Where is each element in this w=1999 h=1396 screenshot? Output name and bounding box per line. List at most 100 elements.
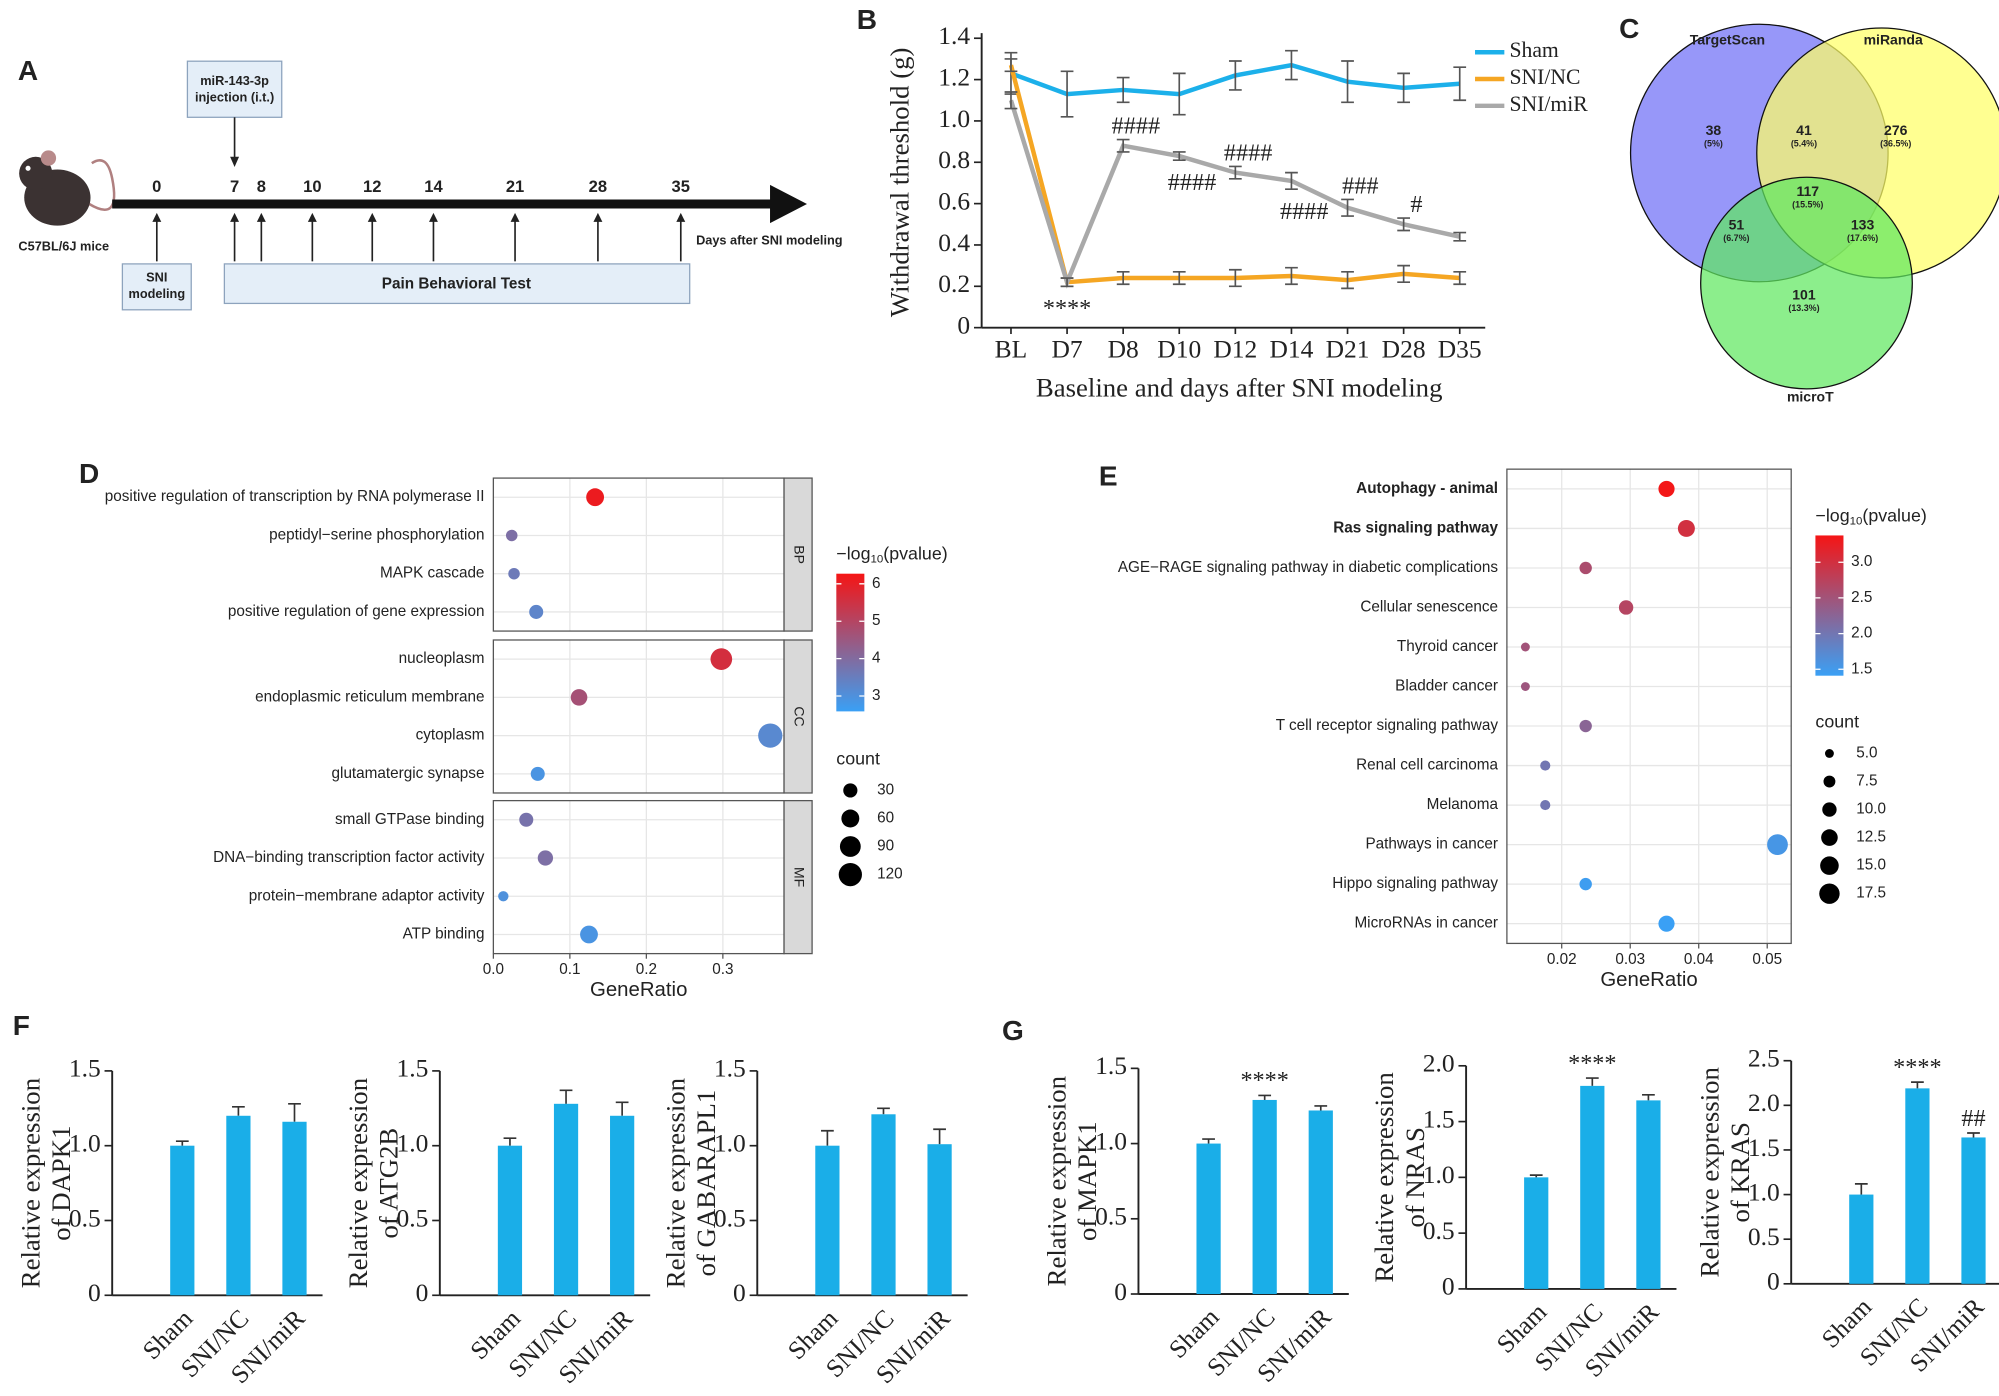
modeling-label: modeling (129, 286, 186, 301)
venn-percent: (5.4%) (1791, 138, 1817, 148)
size-key (1821, 829, 1838, 846)
color-bar (1815, 535, 1844, 676)
y-tick-label: 1.5 (714, 1054, 746, 1083)
dot (530, 766, 545, 781)
y-tick-label: 1.4 (938, 21, 970, 50)
y-axis-title: Relative expression (1042, 1076, 1072, 1286)
bar (282, 1121, 307, 1296)
y-tick-label: 0 (733, 1278, 746, 1307)
bar (871, 1114, 896, 1296)
error-bar (1397, 264, 1411, 283)
panel-label: C (1619, 13, 1639, 44)
term-label: cytoplasm (416, 727, 485, 744)
color-tick-label: 2.5 (1851, 589, 1872, 606)
color-legend-title-part: (pvalue) (883, 543, 947, 563)
y-axis-title: Relative expression (343, 1078, 373, 1288)
test-arrow-head (510, 212, 520, 222)
day-label: 21 (506, 177, 524, 196)
day-label: 8 (257, 177, 266, 196)
size-key-label: 5.0 (1856, 744, 1877, 761)
term-label: positive regulation of transcription by … (105, 488, 485, 505)
bar (1252, 1099, 1277, 1295)
error-bar (1911, 1081, 1924, 1089)
color-legend-title-part: −log (1815, 505, 1849, 525)
y-axis-title: Relative expression (660, 1078, 690, 1288)
color-tick-label: 3.0 (1851, 553, 1872, 570)
x-tick-label: 0.02 (1547, 951, 1577, 968)
facet-strip (783, 639, 813, 794)
error-bar (1228, 268, 1242, 288)
y-tick-label: 0.2 (938, 269, 970, 298)
term-label: Cellular senescence (1360, 599, 1498, 616)
mouse-illustration (19, 150, 116, 226)
venn-set-label: miRanda (1864, 31, 1923, 47)
dot (1520, 642, 1530, 652)
test-arrow-head (367, 212, 377, 222)
y-tick-label: 1.5 (1095, 1051, 1127, 1080)
venn-percent: (13.3%) (1788, 303, 1819, 313)
dot (1658, 915, 1675, 932)
x-tick-label: D12 (1213, 335, 1257, 364)
dot (1618, 600, 1634, 615)
x-tick-label: D14 (1270, 335, 1314, 364)
dot (529, 604, 544, 619)
x-tick-label: 0.3 (712, 961, 733, 978)
significance-label: #### (1112, 113, 1160, 140)
y-axis-title: of NRAS (1400, 1127, 1430, 1227)
error-bar (1397, 72, 1411, 104)
term-label: Autophagy - animal (1356, 480, 1498, 497)
timeline-arrowhead (770, 184, 807, 224)
panel-border (1506, 468, 1792, 945)
significance-label: #### (1224, 139, 1272, 166)
panel-label: A (18, 55, 38, 86)
y-tick-label: 0 (1767, 1267, 1780, 1296)
error-bar (1453, 271, 1467, 286)
significance-label: ## (1961, 1105, 1985, 1132)
panel-background (1506, 469, 1792, 944)
size-key-label: 7.5 (1856, 773, 1877, 790)
error-bar (1116, 138, 1130, 153)
term-label: Melanoma (1427, 796, 1499, 813)
dot (1540, 800, 1551, 811)
y-tick-label: 0 (416, 1278, 429, 1307)
y-tick-label: 0.4 (938, 228, 970, 257)
y-tick-label: 1.5 (69, 1054, 101, 1083)
legend-label: Sham (1509, 38, 1558, 62)
error-bar (1285, 266, 1298, 286)
term-label: peptidyl−serine phosphorylation (269, 526, 484, 543)
x-tick-label: D7 (1051, 335, 1082, 364)
color-legend-title: −log10(pvalue) (836, 543, 947, 565)
injection-arrow-head (230, 156, 240, 168)
color-legend-title-part: −log (836, 543, 870, 563)
day-label: 7 (230, 177, 239, 196)
panel-label: E (1099, 460, 1118, 491)
x-axis-title: GeneRatio (590, 979, 687, 1001)
venn-set-label: TargetScan (1690, 31, 1765, 47)
test-arrow-head (230, 212, 240, 222)
injection-label: miR-143-3p (200, 73, 269, 88)
size-key-label: 90 (877, 838, 894, 855)
y-tick-label: 0 (957, 310, 970, 339)
test-arrow-head (428, 212, 438, 222)
y-tick-label: 1.0 (714, 1129, 746, 1158)
dot (1767, 834, 1788, 855)
dot (1540, 760, 1551, 771)
x-tick-label: 0.05 (1752, 951, 1782, 968)
venn-count: 133 (1851, 216, 1875, 232)
y-axis-title: Relative expression (1694, 1067, 1724, 1277)
y-tick-label: 1.0 (69, 1129, 101, 1158)
error-bar (933, 1128, 946, 1145)
y-tick-label: 0.6 (938, 186, 970, 215)
venn-set-label: microT (1787, 388, 1834, 404)
day-label: 10 (303, 177, 321, 196)
term-label: small GTPase binding (335, 811, 484, 828)
error-bar (1585, 1077, 1599, 1086)
error-bar (1172, 72, 1186, 116)
error-bar (1172, 151, 1186, 162)
x-tick-label: D8 (1108, 335, 1139, 364)
size-legend-title: count (836, 749, 880, 769)
term-label: nucleoplasm (399, 650, 485, 667)
size-key-label: 10.0 (1856, 801, 1886, 818)
y-tick-label: 2.0 (1748, 1088, 1780, 1117)
